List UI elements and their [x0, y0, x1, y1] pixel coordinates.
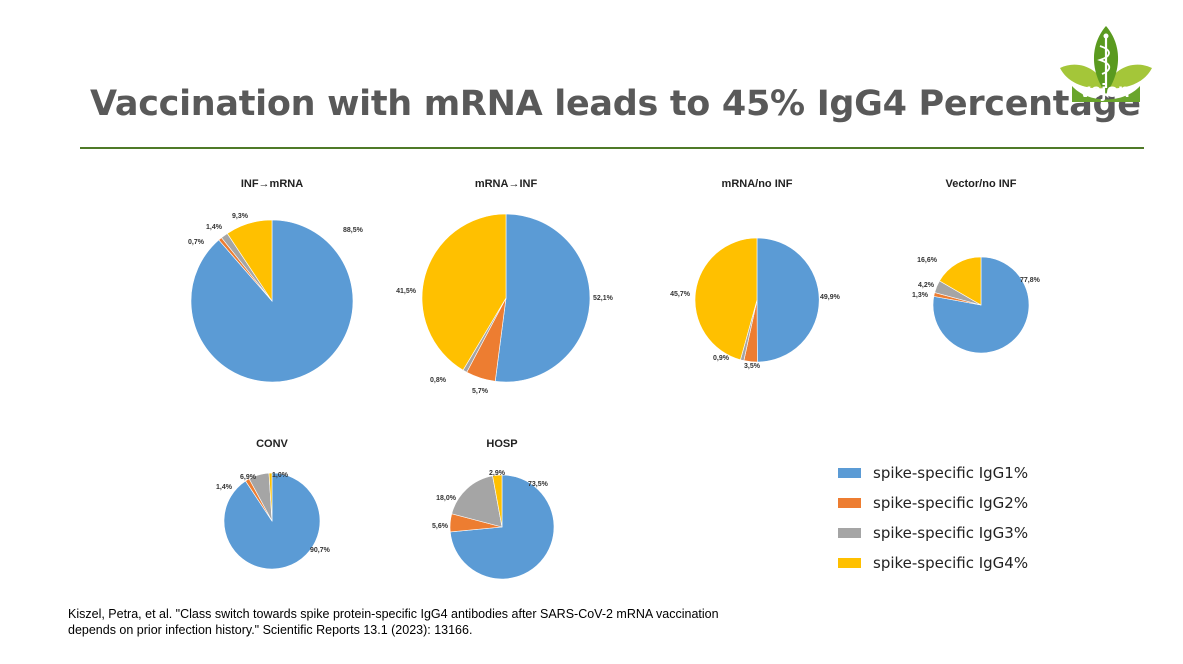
- chart-title: CONV: [256, 438, 288, 450]
- data-label-igg4: 1,0%: [272, 472, 289, 479]
- legend-swatch: [838, 498, 861, 508]
- legend-label: spike-specific IgG1%: [873, 464, 1029, 482]
- legend-item-igg2: spike-specific IgG2%: [838, 488, 1028, 518]
- data-label-igg2: 5,7%: [472, 388, 489, 395]
- pie-slice-igg3: [451, 475, 503, 528]
- legend-item-igg1: spike-specific IgG1%: [838, 458, 1028, 488]
- legend-swatch: [838, 468, 861, 478]
- pie-chart-hosp: HOSP 73,5% 5,6% 18,0% 2,9%: [432, 438, 555, 580]
- data-label-igg1: 52,1%: [593, 295, 614, 302]
- pie-chart-vector-no-inf: Vector/no INF 77,8% 1,3% 4,2% 16,6%: [912, 178, 1041, 354]
- pie-charts: INF→mRNA 88,5% 0,7% 1,4% 9,3% mRNA→INF 52,1% 5,…: [188, 178, 1041, 580]
- vejon-logo: [1058, 24, 1154, 108]
- data-label-igg2: 5,6%: [432, 523, 449, 530]
- pie-slice-igg4: [226, 219, 273, 302]
- data-label-igg3: 1,4%: [206, 224, 223, 231]
- chart-title: mRNA→INF: [475, 178, 538, 190]
- chart-title: mRNA/no INF: [722, 178, 793, 190]
- pie-slice-igg4: [268, 472, 273, 522]
- legend-item-igg4: spike-specific IgG4%: [838, 548, 1028, 578]
- legend-label: spike-specific IgG2%: [873, 494, 1029, 512]
- data-label-igg3: 18,0%: [436, 495, 457, 502]
- legend-label: spike-specific IgG4%: [873, 554, 1029, 572]
- pie-chart-mrna-no-inf: mRNA/no INF 49,9% 3,5% 0,9% 45,7%: [670, 178, 840, 370]
- legend-item-igg3: spike-specific IgG3%: [838, 518, 1028, 548]
- data-label-igg2: 0,7%: [188, 239, 205, 246]
- data-label-igg3: 0,9%: [713, 355, 730, 362]
- pie-slice-igg4: [492, 474, 503, 528]
- chart-title: HOSP: [486, 438, 517, 450]
- data-label-igg4: 41,5%: [396, 288, 417, 295]
- data-label-igg3: 4,2%: [918, 282, 935, 289]
- pie-chart-mrna-inf: mRNA→INF 52,1% 5,7% 0,8% 41,5%: [396, 178, 613, 395]
- pie-slice-igg1: [223, 472, 321, 570]
- data-label-igg2: 3,5%: [744, 363, 761, 370]
- data-label-igg4: 9,3%: [232, 213, 249, 220]
- legend-swatch: [838, 528, 861, 538]
- legend-label: spike-specific IgG3%: [873, 524, 1029, 542]
- data-label-igg1: 77,8%: [1020, 277, 1041, 284]
- pie-slice-igg4: [939, 256, 982, 306]
- citation: Kiszel, Petra, et al. "Class switch towa…: [68, 607, 719, 637]
- legend: spike-specific IgG1% spike-specific IgG2%…: [838, 458, 1028, 578]
- logo-text: vejon: [1080, 81, 1130, 102]
- logo-leaves-icon: [1060, 26, 1152, 102]
- data-label-igg4: 45,7%: [670, 291, 691, 298]
- data-label-igg1: 90,7%: [310, 547, 331, 554]
- data-label-igg4: 2,9%: [489, 470, 506, 477]
- title-divider: [80, 147, 1144, 149]
- data-label-igg2: 1,3%: [912, 292, 929, 299]
- chart-title: Vector/no INF: [946, 178, 1017, 190]
- data-label-igg3: 6,9%: [240, 474, 257, 481]
- data-label-igg2: 1,4%: [216, 484, 233, 491]
- slide-title: Vaccination with mRNA leads to 45% IgG4 …: [90, 84, 1141, 124]
- pie-chart-inf-mrna: INF→mRNA 88,5% 0,7% 1,4% 9,3%: [188, 178, 364, 383]
- chart-title: INF→mRNA: [241, 178, 303, 190]
- pie-slice-igg4: [421, 213, 507, 371]
- legend-swatch: [838, 558, 861, 568]
- pie-slice-igg1: [494, 213, 591, 383]
- pie-slice-igg1: [756, 237, 820, 363]
- data-label-igg1: 88,5%: [343, 227, 364, 234]
- pie-chart-conv: CONV 90,7% 1,4% 6,9% 1,0%: [216, 438, 331, 570]
- data-label-igg4: 16,6%: [917, 257, 938, 264]
- data-label-igg3: 0,8%: [430, 377, 447, 384]
- data-label-igg1: 73,5%: [528, 481, 549, 488]
- pie-slice-igg4: [694, 237, 758, 361]
- data-label-igg1: 49,9%: [820, 294, 841, 301]
